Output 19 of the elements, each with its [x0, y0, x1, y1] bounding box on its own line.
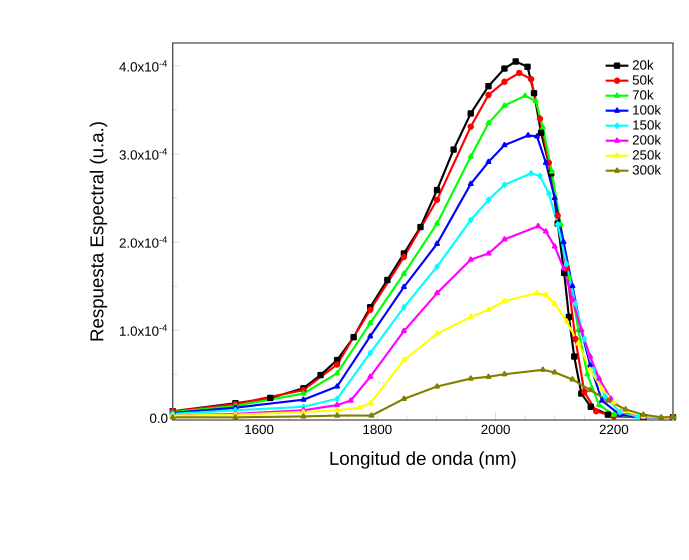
x-tick-label: 1800 [364, 424, 392, 434]
legend-label: 20k [632, 60, 654, 70]
x-tick-label: 2200 [600, 424, 628, 434]
legend-label: 300k [632, 164, 662, 175]
y-tick-label: 3.0x10$^{-4}$ [119, 148, 168, 160]
legend-label: 100k [633, 104, 662, 115]
y-tick-label: 2.0x10$^{-4}$ [120, 236, 168, 248]
legend-label: 250k [632, 150, 662, 160]
y-axis-title: Respuesta Espectral (u.a.) [90, 122, 108, 340]
legend-label: 150k [633, 120, 662, 130]
legend-label: 70k [632, 90, 654, 100]
x-tick-label: 1600 [245, 424, 274, 434]
x-tick-label: 2000 [481, 424, 510, 434]
y-tick-label: 0.0 [150, 414, 168, 423]
x-axis-title: Longitud de onda (nm) [330, 451, 516, 469]
legend-label: 50k [632, 74, 654, 85]
legend-label: 200k [632, 134, 662, 145]
y-tick-label: 1.0x10$^{-4}$ [120, 324, 168, 336]
y-tick-label: 4.0x10$^{-4}$ [119, 60, 168, 72]
